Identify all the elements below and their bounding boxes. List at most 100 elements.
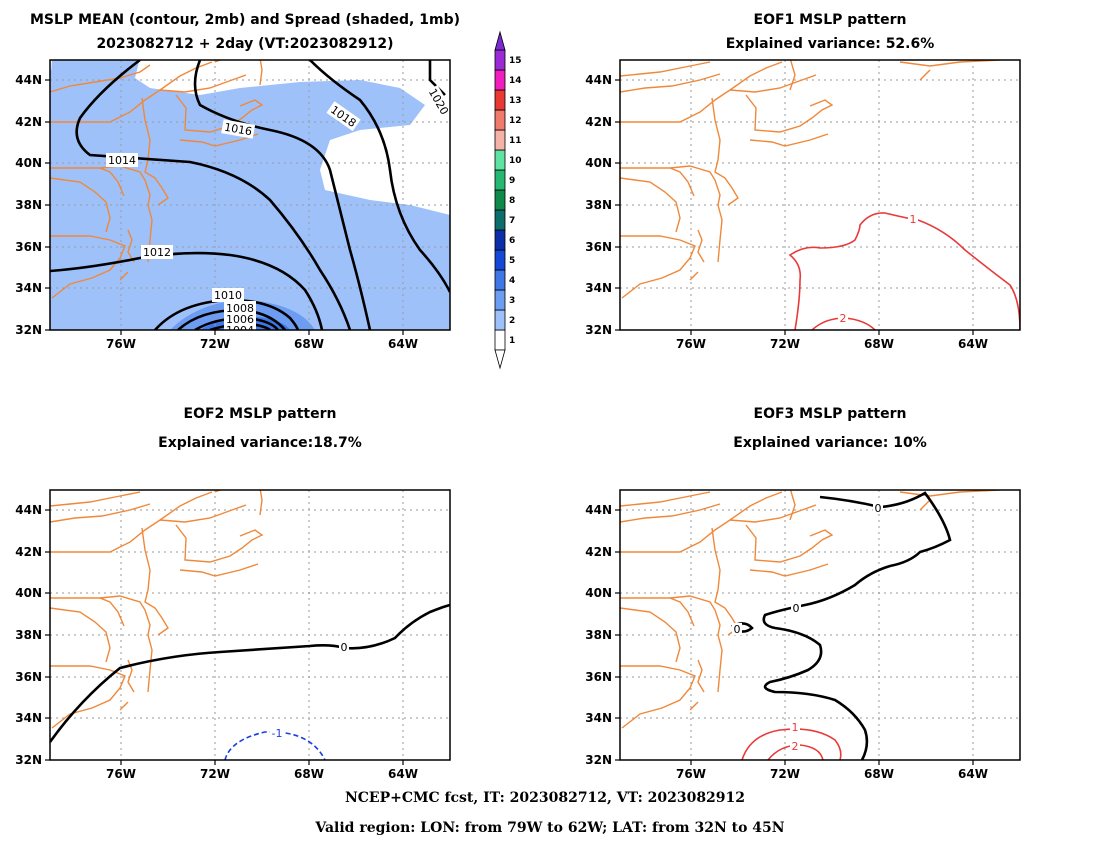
contour-label: 2 xyxy=(840,312,847,325)
contour-label: 0 xyxy=(734,623,741,636)
colorbar-swatch xyxy=(494,69,506,91)
panel2-lon-labels: 76W 72W 68W 64W xyxy=(676,337,988,351)
colorbar-swatch xyxy=(494,169,506,191)
lat-label: 44N xyxy=(585,503,612,517)
lat-label: 42N xyxy=(585,545,612,559)
colorbar-swatch xyxy=(494,109,506,131)
panel4-map: 0 0 0 1 2 32N 34N 36N 38N 40N 42N 44N xyxy=(585,489,1021,781)
coastline-p1 xyxy=(50,60,264,299)
panel2-map: 1 2 32N 34N 36N 38N 40N 42N 44N 76W 72W … xyxy=(585,59,1021,351)
lon-label: 72W xyxy=(200,767,230,781)
panel3-frame xyxy=(49,489,451,761)
panel1-title: MSLP MEAN (contour, 2mb) and Spread (sha… xyxy=(30,12,460,28)
spread-shading-upper xyxy=(50,60,119,92)
lat-label: 40N xyxy=(15,156,42,170)
grid-lines-p4 xyxy=(620,490,1020,760)
contour-label: 0 xyxy=(793,602,800,615)
lat-label: 36N xyxy=(585,670,612,684)
lon-label: 64W xyxy=(958,337,988,351)
colorbar-swatch xyxy=(494,49,506,71)
colorbar-lower-arrow xyxy=(494,349,506,370)
colorbar-label: 7 xyxy=(509,216,515,226)
lon-label: 68W xyxy=(294,337,324,351)
lon-label: 76W xyxy=(106,337,136,351)
lat-label: 40N xyxy=(585,156,612,170)
colorbar-swatch xyxy=(494,89,506,111)
panel1-lat-ticks xyxy=(45,79,404,335)
lat-label: 32N xyxy=(15,323,42,337)
lon-label: 72W xyxy=(770,767,800,781)
grid-lines-p3 xyxy=(50,490,450,760)
colorbar-label: 15 xyxy=(509,56,522,66)
contour-label: 1004 xyxy=(226,324,254,337)
lat-label: 34N xyxy=(15,711,42,725)
contour-label: 0 xyxy=(341,641,348,654)
contour-label: 2 xyxy=(792,740,799,753)
lon-label: 64W xyxy=(388,337,418,351)
colorbar-swatch xyxy=(494,129,506,151)
colorbar-label: 10 xyxy=(509,156,522,166)
lat-label: 42N xyxy=(15,545,42,559)
lon-label: 68W xyxy=(864,767,894,781)
lat-label: 32N xyxy=(585,753,612,767)
colorbar-label: 4 xyxy=(509,276,515,286)
panel4-title: EOF3 MSLP pattern xyxy=(754,406,907,422)
coastline-p2 xyxy=(620,60,1001,299)
contour-label: 0 xyxy=(875,502,882,515)
eof2-zero-contour xyxy=(50,603,450,743)
colorbar-swatch xyxy=(494,329,506,351)
colorbar-label: 1 xyxy=(509,336,515,346)
colorbar-label: 13 xyxy=(509,96,522,106)
colorbar-swatch xyxy=(494,289,506,311)
panel1-map: 1020 1018 1016 1014 1012 xyxy=(15,59,451,351)
eof2-negative-contour xyxy=(224,731,326,760)
panel2-lat-labels: 32N 34N 36N 38N 40N 42N 44N xyxy=(585,73,612,337)
lat-label: 44N xyxy=(15,73,42,87)
panel4-subtitle: Explained variance: 10% xyxy=(733,435,926,451)
panel4-lat-labels: 32N 34N 36N 38N 40N 42N 44N xyxy=(585,503,612,767)
lat-label: 34N xyxy=(585,281,612,295)
lat-label: 34N xyxy=(585,711,612,725)
panel3-lat-labels: 32N 34N 36N 38N 40N 42N 44N xyxy=(15,503,42,767)
lat-label: 40N xyxy=(15,586,42,600)
lon-label: 76W xyxy=(106,767,136,781)
panel4-frame xyxy=(619,489,1021,761)
contour-label: 1014 xyxy=(108,154,136,167)
panel3-title: EOF2 MSLP pattern xyxy=(184,406,337,422)
coastline-p4 xyxy=(620,490,1001,729)
eof3-contour-labels: 0 0 0 1 2 xyxy=(732,502,883,753)
eof1-contours xyxy=(788,212,1020,330)
lat-label: 38N xyxy=(15,198,42,212)
colorbar-swatch xyxy=(494,309,506,331)
panel2-ticks xyxy=(615,79,974,335)
lon-label: 72W xyxy=(770,337,800,351)
lat-label: 38N xyxy=(585,198,612,212)
colorbar-label: 9 xyxy=(509,176,515,186)
panel4-ticks xyxy=(615,509,974,765)
contour-label: 1 xyxy=(792,721,799,734)
lat-label: 36N xyxy=(585,240,612,254)
footer-valid-region: Valid region: LON: from 79W to 62W; LAT:… xyxy=(314,820,784,836)
lat-label: 32N xyxy=(15,753,42,767)
eof3-zero-contours xyxy=(731,491,952,760)
panel2-title: EOF1 MSLP pattern xyxy=(754,12,907,28)
lat-label: 42N xyxy=(585,115,612,129)
lat-label: 44N xyxy=(585,73,612,87)
panel4-lon-labels: 76W 72W 68W 64W xyxy=(676,767,988,781)
lon-label: 68W xyxy=(864,337,894,351)
colorbar-label: 12 xyxy=(509,116,522,126)
colorbar-swatch xyxy=(494,229,506,251)
spread-shading xyxy=(50,60,450,330)
lat-label: 32N xyxy=(585,323,612,337)
lat-label: 40N xyxy=(585,586,612,600)
panel3-map: 0 -1 32N 34N 36N 38N 40N 42N 44N 76W 72W… xyxy=(15,489,451,781)
contour-label: -1 xyxy=(272,727,283,740)
lon-label: 68W xyxy=(294,767,324,781)
eof1-contour-labels: 1 2 xyxy=(838,213,918,325)
colorbar-swatch xyxy=(494,269,506,291)
lat-label: 36N xyxy=(15,670,42,684)
panel1-lat-labels: 32N 34N 36N 38N 40N 42N 44N xyxy=(15,73,42,337)
colorbar-label: 5 xyxy=(509,256,515,266)
